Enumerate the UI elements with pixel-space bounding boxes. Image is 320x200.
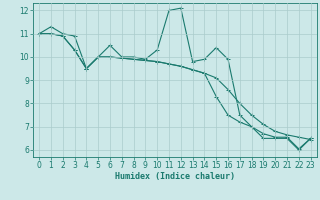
X-axis label: Humidex (Indice chaleur): Humidex (Indice chaleur) — [115, 172, 235, 181]
